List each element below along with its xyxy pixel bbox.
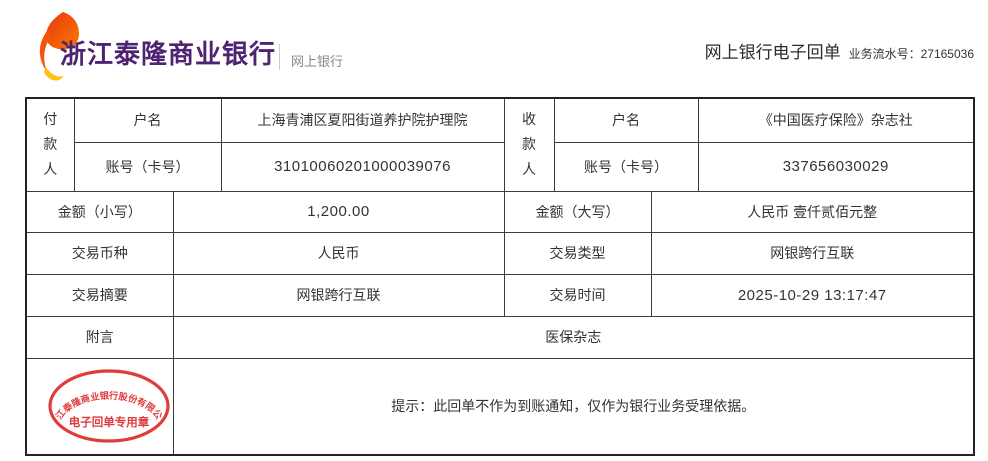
txn-summary-value: 网银跨行互联	[172, 273, 505, 317]
payer-account-label: 账号（卡号）	[73, 141, 222, 192]
payer-role-cell: 付款人	[25, 97, 75, 192]
payer-name-value: 上海青浦区夏阳街道养护院护理院	[220, 97, 505, 143]
table-row: 交易币种 人民币 交易类型 网银跨行互联	[25, 231, 975, 275]
table-row: 附言 医保杂志	[25, 315, 975, 359]
amount-lower-label: 金额（小写）	[25, 190, 174, 233]
txn-type-label: 交易类型	[503, 231, 652, 275]
seal-cell: 浙江泰隆商业银行股份有限公司 电子回单专用章	[25, 357, 174, 456]
receipt-table: 付款人 户名 上海青浦区夏阳街道养护院护理院 收款人 户名 《中国医疗保险》杂志…	[25, 97, 975, 456]
bank-name: 浙江泰隆商业银行	[60, 39, 277, 69]
receipt-title: 网上银行电子回单	[704, 43, 841, 62]
payee-name-label: 户名	[553, 97, 699, 143]
txn-time-label: 交易时间	[503, 273, 652, 317]
txn-time-value: 2025-10-29 13:17:47	[650, 273, 975, 317]
payee-role-label: 收款人	[522, 111, 536, 178]
serial-number: 业务流水号：27165036	[849, 45, 974, 62]
amount-upper-value: 人民币 壹仟贰佰元整	[650, 190, 975, 233]
payee-account-label: 账号（卡号）	[553, 141, 699, 192]
currency-value: 人民币	[172, 231, 505, 275]
bank-seal-stamp-icon: 浙江泰隆商业银行股份有限公司 电子回单专用章	[45, 366, 170, 443]
txn-summary-label: 交易摘要	[25, 273, 174, 317]
seal-stamp-title: 电子回单专用章	[69, 415, 150, 429]
svg-text:浙江泰隆商业银行股份有限公司: 浙江泰隆商业银行股份有限公司	[45, 366, 165, 422]
amount-upper-label: 金额（大写）	[503, 190, 652, 233]
payee-name-value: 《中国医疗保险》杂志社	[697, 97, 975, 143]
payer-account-value: 31010060201000039076	[220, 141, 505, 192]
payer-role-label: 付款人	[43, 111, 58, 178]
receipt-header-right: 网上银行电子回单 业务流水号：27165036	[705, 38, 974, 63]
seal-company-text: 浙江泰隆商业银行股份有限公司	[45, 366, 165, 422]
bank-fish-logo-icon	[39, 12, 79, 81]
table-row: 交易摘要 网银跨行互联 交易时间 2025-10-29 13:17:47	[25, 273, 975, 317]
table-row: 金额（小写） 1,200.00 金额（大写） 人民币 壹仟贰佰元整	[25, 190, 975, 233]
notice-text: 提示：此回单不作为到账通知，仅作为银行业务受理依据。	[172, 357, 975, 456]
serial-label: 业务流水号：	[848, 47, 921, 61]
payee-account-value: 337656030029	[697, 141, 975, 192]
remark-label: 附言	[25, 315, 174, 359]
table-row: 浙江泰隆商业银行股份有限公司 电子回单专用章 提示：此回单不作为到账通知，仅作为…	[25, 357, 975, 456]
payer-name-label: 户名	[73, 97, 222, 143]
payee-role-cell: 收款人	[503, 97, 555, 192]
currency-label: 交易币种	[25, 231, 174, 275]
remark-value: 医保杂志	[172, 315, 975, 359]
sub-brand-label: 网上银行	[291, 54, 344, 69]
table-row: 付款人 户名 上海青浦区夏阳街道养护院护理院 收款人 户名 《中国医疗保险》杂志…	[25, 97, 975, 192]
table-row: 账号（卡号） 31010060201000039076 账号（卡号） 33765…	[26, 141, 975, 192]
serial-value: 27165036	[920, 47, 974, 61]
txn-type-value: 网银跨行互联	[650, 231, 975, 275]
brand-divider	[279, 44, 280, 70]
amount-lower-value: 1,200.00	[172, 190, 505, 233]
